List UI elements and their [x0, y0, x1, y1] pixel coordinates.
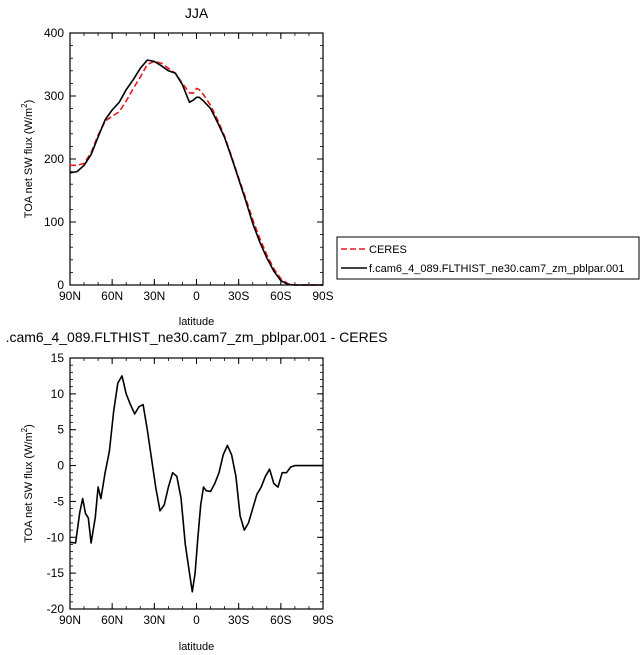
ylabel-sup: 2 [20, 103, 29, 108]
chart-top-ylabel: TOA net SW flux (W/m2) [20, 100, 35, 219]
y-tick-label: 15 [51, 351, 65, 365]
x-tick-label: 60N [101, 613, 123, 627]
y-tick-label: -5 [53, 494, 64, 508]
chart-bottom: .cam6_4_089.FLTHIST_ne30.cam7_zm_pblpar.… [6, 329, 388, 653]
x-tick-label: 30S [228, 289, 249, 303]
chart-top-axes: 90N 60N 30N 0 30S 60S 90S 0 100 200 300 400 [44, 26, 334, 303]
x-tick-label: 60S [270, 613, 291, 627]
y-tick-label: 400 [44, 26, 64, 40]
series-line-2 [69, 59, 323, 286]
x-tick-label: 60N [101, 289, 123, 303]
y-tick-label: -10 [47, 530, 65, 544]
x-tick-label: 90N [59, 613, 81, 627]
chart-top-xlabel: latitude [179, 316, 214, 328]
x-tick-label: 90N [59, 289, 81, 303]
ylabel-sup: 2 [20, 427, 29, 432]
x-tick-label: 30S [228, 613, 249, 627]
x-tick-label: 30N [143, 613, 165, 627]
ylabel-close: ) [23, 100, 35, 104]
x-tick-label: 90S [312, 289, 333, 303]
y-tick-label: -15 [47, 566, 65, 580]
legend-box [336, 236, 640, 280]
legend: CERES f.cam6_4_089.FLTHIST_ne30.cam7_zm_p… [336, 236, 640, 280]
x-tick-label: 0 [193, 289, 200, 303]
chart-top: JJA 90N 60N 30N 0 30S 60S 90S 0 100 200 300 400 lat… [20, 5, 334, 328]
x-tick-label: 60S [270, 289, 291, 303]
legend-label: CERES [369, 244, 407, 256]
chart-top-title: JJA [185, 5, 209, 21]
chart-bottom-series [69, 375, 323, 593]
series-line-1 [69, 375, 323, 593]
x-tick-label: 90S [312, 613, 333, 627]
x-tick-label: 0 [193, 613, 200, 627]
chart-top-series [69, 59, 323, 286]
series-line-1 [70, 60, 323, 286]
chart-bottom-ylabel: TOA net SW flux (W/m2) [20, 424, 35, 543]
ylabel-main: TOA net SW flux (W/m [23, 108, 35, 218]
legend-label: f.cam6_4_089.FLTHIST_ne30.cam7_zm_pblpar… [369, 263, 624, 275]
y-tick-label: 200 [44, 152, 64, 166]
plot-frame [69, 32, 324, 286]
y-tick-label: 300 [44, 89, 64, 103]
y-tick-label: 0 [57, 278, 64, 292]
chart-bottom-title: .cam6_4_089.FLTHIST_ne30.cam7_zm_pblpar.… [6, 329, 388, 345]
y-tick-label: 100 [44, 215, 64, 229]
plot-frame [69, 357, 324, 610]
ylabel-main: TOA net SW flux (W/m [23, 432, 35, 542]
y-tick-label: 5 [57, 423, 64, 437]
chart-bottom-xlabel: latitude [179, 641, 214, 653]
x-tick-label: 30N [143, 289, 165, 303]
y-tick-label: 0 [57, 459, 64, 473]
chart-bottom-axes: 90N 60N 30N 0 30S 60S 90S -20 -15 -10 -5 0 5 10 15 [47, 351, 334, 627]
y-tick-label: -20 [47, 602, 65, 616]
y-tick-label: 10 [51, 387, 65, 401]
ylabel-close: ) [23, 424, 35, 428]
